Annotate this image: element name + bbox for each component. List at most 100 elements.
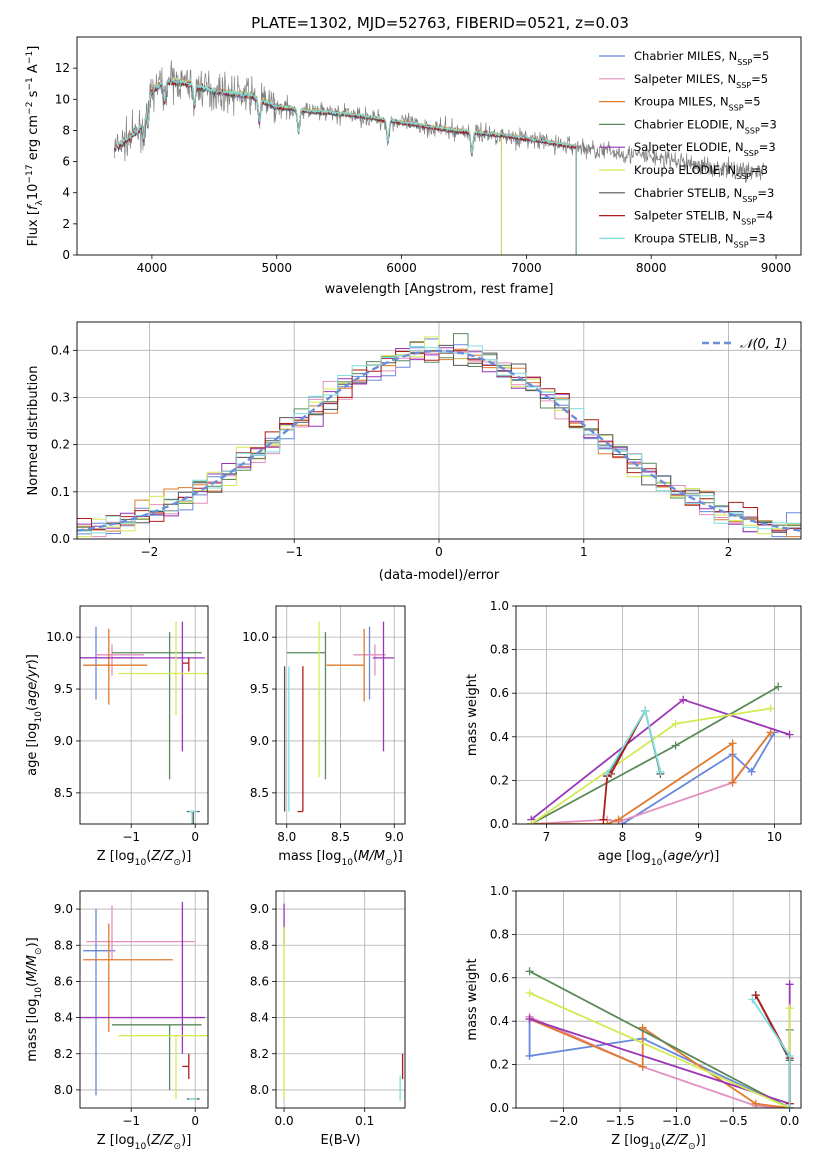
observed-spectrum-line: [114, 60, 764, 183]
weight-plot-area: [527, 682, 794, 824]
y-axis-label: age [log10(age/yr)]: [25, 654, 44, 776]
model-spectrum-line: [114, 78, 577, 155]
grid: [276, 891, 405, 1108]
y-tick-label: 8.6: [54, 974, 73, 988]
x-tick-label: 4000: [137, 261, 168, 275]
data-point-marker: [599, 815, 608, 824]
x-tick-label: 2: [725, 545, 733, 559]
x-tick-label: 10: [767, 830, 782, 844]
x-tick-label: 1: [580, 545, 588, 559]
figure-title: PLATE=1302, MJD=52763, FIBERID=0521, z=0…: [251, 14, 629, 32]
data-point-marker: [785, 730, 794, 739]
data-point-marker: [785, 980, 794, 989]
data-point-marker: [766, 704, 775, 713]
x-tick-label: 7: [543, 830, 551, 844]
x-tick-label: 8: [619, 830, 627, 844]
x-tick-label: 9.0: [385, 830, 404, 844]
x-tick-label: 9: [695, 830, 703, 844]
model-spectrum-line: [113, 79, 577, 156]
y-tick-label: 0.8: [490, 927, 509, 941]
spectrum-panel: 4000 5000 6000 7000 8000 9000 0 2 4 6 8 10 12 Chabrie…: [25, 36, 802, 297]
y-tick-label: 0.6: [490, 971, 509, 985]
spectrum-plot-area: [113, 60, 764, 255]
legend-label: Kroupa STELIB, NSSP=3: [634, 231, 766, 249]
x-tick-label: 6000: [386, 261, 417, 275]
legend-label: Chabrier ELODIE, NSSP=3: [634, 117, 777, 135]
model-spectrum-line: [139, 79, 502, 157]
x-axis-label: Z [log10(Z/Z⊙)]: [97, 849, 192, 868]
data-point-marker: [638, 1062, 647, 1071]
data-point-marker: [671, 741, 680, 750]
y-tick-label: 9.0: [250, 902, 269, 916]
mass-vs-Z-panel: −1 0 8.0 8.2 8.4 8.6 8.8 9.0 mass [log10(M/M⊙)] Z…: [25, 890, 209, 1152]
data-point-marker: [751, 991, 760, 1000]
data-point-marker: [728, 778, 737, 787]
y-tick-label: 0.4: [490, 1014, 509, 1028]
mass-weight-series-line: [529, 992, 791, 1108]
x-tick-label: 5000: [261, 261, 292, 275]
x-tick-label: −1: [122, 830, 140, 844]
x-tick-label: −2: [141, 545, 159, 559]
y-tick-label: 0.0: [490, 1101, 509, 1115]
x-axis-label: (data-model)/error: [379, 568, 500, 583]
y-tick-label: 10.0: [46, 630, 73, 644]
mass-weight-series-line: [531, 731, 772, 824]
data-point-marker: [766, 728, 775, 737]
legend-label: Chabrier MILES, NSSP=5: [634, 49, 769, 67]
y-tick-label: 8.2: [54, 1047, 73, 1061]
x-tick-label: 0: [435, 545, 443, 559]
x-tick-label: 8000: [636, 261, 667, 275]
normal-curve-line: [77, 349, 801, 532]
y-tick-label: 12: [55, 61, 70, 75]
data-point-marker: [748, 995, 757, 1004]
y-tick-label: 8.5: [54, 786, 73, 800]
histogram-plot-area: [77, 333, 801, 538]
x-tick-label: −1: [285, 545, 303, 559]
x-tick-label: 0.0: [780, 1114, 799, 1128]
x-tick-label: −2.0: [549, 1114, 578, 1128]
x-tick-label: 8.0: [277, 830, 296, 844]
errorbar-plot-area: [283, 903, 404, 1101]
axes-frame: [275, 605, 406, 825]
y-tick-label: 0.6: [490, 686, 509, 700]
y-tick-label: 0.8: [490, 643, 509, 657]
data-point-marker: [527, 820, 536, 824]
y-tick-label: 6: [62, 155, 70, 169]
y-tick-label: 8.2: [250, 1047, 269, 1061]
y-tick-label: 0.3: [51, 390, 70, 404]
y-tick-label: 0.0: [51, 532, 70, 546]
grid: [516, 605, 801, 825]
y-tick-label: 8.5: [250, 786, 269, 800]
axes-frame: [79, 890, 209, 1109]
x-tick-label: −1.5: [605, 1114, 634, 1128]
mass-vs-ebv-panel: 0.0 0.1 8.0 8.2 8.4 8.6 8.8 9.0 E(B-V): [250, 890, 406, 1148]
mass-weight-series-line: [529, 984, 791, 1105]
x-tick-label: 8.5: [331, 830, 350, 844]
mass-weight-series-line: [528, 1016, 791, 1108]
legend-label: Salpeter ELODIE, NSSP=3: [634, 140, 776, 158]
x-axis-label: age [log10(age/yr)]: [598, 849, 720, 868]
legend-label: 𝒩(0, 1): [740, 337, 787, 352]
mass-weight-series-line: [529, 1016, 790, 1108]
grid: [276, 606, 405, 824]
y-tick-label: 0.0: [490, 817, 509, 831]
y-tick-label: 4: [62, 186, 70, 200]
legend-label: Salpeter MILES, NSSP=5: [634, 72, 768, 90]
data-point-marker: [656, 767, 665, 776]
y-tick-label: 8.4: [250, 1011, 269, 1025]
errorbar-plot-area: [80, 621, 208, 824]
mass-weight-series-line: [621, 731, 776, 824]
data-point-marker: [785, 1104, 794, 1108]
mass-weight-series-line: [531, 731, 772, 824]
y-tick-label: 0.4: [51, 343, 70, 357]
y-axis-label: Flux [fλ10−17 erg cm−2 s−1 A−1]: [25, 46, 45, 247]
data-point-marker: [747, 767, 756, 776]
y-tick-label: 2: [62, 217, 70, 231]
x-tick-label: −1.0: [662, 1114, 691, 1128]
y-tick-label: 9.5: [54, 682, 73, 696]
data-point-marker: [785, 1051, 794, 1060]
data-point-marker: [603, 820, 612, 824]
y-tick-label: 1.0: [490, 884, 509, 898]
